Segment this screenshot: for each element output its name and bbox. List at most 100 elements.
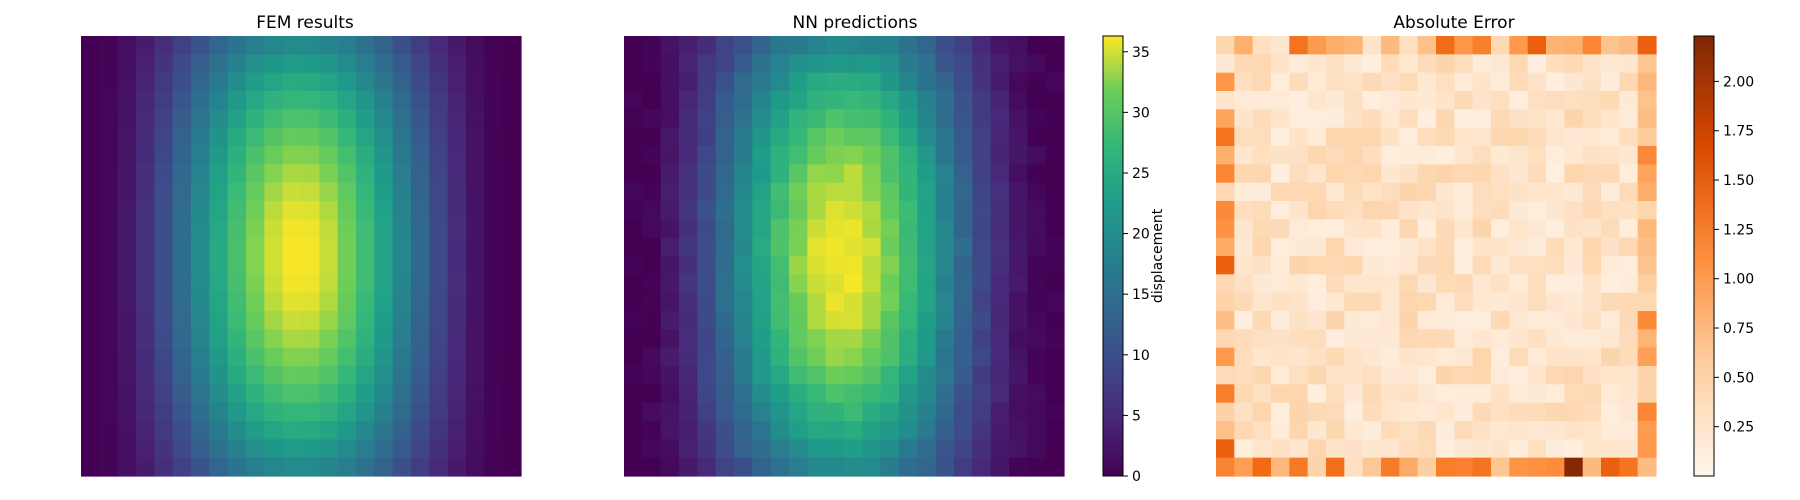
heatmap-cell: [447, 347, 467, 367]
heatmap-cell: [191, 384, 210, 404]
heatmap-cell: [1027, 274, 1047, 294]
heatmap-cell: [807, 219, 827, 239]
heatmap-cell: [844, 201, 863, 220]
heatmap-cell: [770, 72, 790, 92]
heatmap-cell: [770, 347, 790, 367]
heatmap-cell: [660, 347, 680, 367]
heatmap-cell: [282, 439, 302, 459]
heatmap-cell: [954, 219, 973, 239]
heatmap-cell: [789, 72, 808, 92]
heatmap-cell: [624, 366, 643, 385]
heatmap-cell: [447, 127, 467, 147]
heatmap-cell: [624, 127, 643, 147]
heatmap-cell: [990, 72, 1010, 92]
heatmap-cell: [1362, 274, 1382, 294]
heatmap-cell: [154, 329, 174, 349]
heatmap-cell: [990, 146, 1010, 165]
heatmap-cell: [642, 54, 662, 74]
heatmap-cell: [356, 457, 375, 477]
heatmap-cell: [1362, 384, 1382, 404]
heatmap-cell: [1582, 256, 1602, 275]
heatmap-cell: [789, 54, 808, 74]
heatmap-cell: [862, 366, 882, 385]
heatmap-cell: [1399, 384, 1419, 404]
heatmap-cell: [844, 164, 863, 184]
heatmap-cell: [1027, 311, 1047, 330]
heatmap-cell: [1362, 72, 1382, 92]
heatmap-cell: [337, 347, 357, 367]
heatmap-cell: [209, 292, 229, 312]
heatmap-cell: [1509, 402, 1529, 422]
heatmap-cell: [1454, 292, 1474, 312]
heatmap-cell: [411, 329, 430, 349]
heatmap-cell: [246, 384, 265, 404]
heatmap-cell: [1527, 182, 1547, 202]
heatmap-cell: [466, 384, 485, 404]
heatmap-cell: [1417, 182, 1437, 202]
heatmap-cell: [1271, 384, 1290, 404]
heatmap-cell: [734, 439, 753, 459]
heatmap-cell: [990, 237, 1010, 257]
heatmap-cell: [1289, 146, 1309, 165]
heatmap-cell: [954, 439, 973, 459]
heatmap-cell: [752, 439, 772, 459]
heatmap-cell: [624, 91, 643, 110]
heatmap-cell: [990, 366, 1010, 385]
heatmap-cell: [209, 164, 229, 184]
heatmap-cell: [282, 311, 302, 330]
heatmap-cell: [972, 201, 992, 220]
heatmap-cell: [789, 182, 808, 202]
heatmap-cell: [447, 146, 467, 165]
heatmap-cell: [917, 256, 937, 275]
heatmap-cell: [1234, 237, 1254, 257]
heatmap-cell: [99, 237, 119, 257]
heatmap-cell: [954, 164, 973, 184]
heatmap-cell: [1637, 256, 1657, 275]
heatmap-cell: [1637, 329, 1657, 349]
heatmap-cell: [1045, 366, 1065, 385]
heatmap-cell: [1289, 182, 1309, 202]
heatmap-cell: [337, 72, 357, 92]
heatmap-cell: [825, 402, 845, 422]
heatmap-cell: [1436, 219, 1455, 239]
heatmap-cell: [1417, 201, 1437, 220]
heatmap-cell: [825, 182, 845, 202]
heatmap-cell: [81, 366, 100, 385]
heatmap-cell: [1362, 457, 1382, 477]
heatmap-cell: [466, 329, 485, 349]
heatmap-cell: [697, 256, 717, 275]
heatmap-cell: [1381, 237, 1400, 257]
heatmap-cell: [282, 347, 302, 367]
heatmap-cell: [697, 311, 717, 330]
heatmap-cell: [264, 439, 284, 459]
heatmap-cell: [1216, 384, 1235, 404]
heatmap-cell: [209, 201, 229, 220]
heatmap-cell: [282, 146, 302, 165]
heatmap-cell: [1362, 366, 1382, 385]
heatmap-cell: [1436, 72, 1455, 92]
heatmap-cell: [502, 182, 522, 202]
heatmap-cell: [1582, 366, 1602, 385]
heatmap-cell: [954, 109, 973, 129]
heatmap-cell: [679, 201, 698, 220]
heatmap-cell: [1619, 256, 1639, 275]
heatmap-cell: [1472, 329, 1492, 349]
heatmap-cell: [1546, 292, 1565, 312]
heatmap-cell: [136, 402, 155, 422]
heatmap-cell: [392, 384, 412, 404]
heatmap-cell: [1454, 182, 1474, 202]
heatmap-cell: [1527, 109, 1547, 129]
heatmap-cell: [337, 457, 357, 477]
heatmap-cell: [1491, 421, 1510, 440]
heatmap-cell: [447, 237, 467, 257]
heatmap-cell: [356, 421, 375, 440]
heatmap-cell: [1009, 292, 1028, 312]
heatmap-cell: [1417, 421, 1437, 440]
heatmap-cell: [844, 256, 863, 275]
heatmap-cell: [1326, 54, 1345, 74]
heatmap-cell: [844, 219, 863, 239]
heatmap-cell: [935, 91, 955, 110]
heatmap-cell: [1399, 91, 1419, 110]
heatmap-cell: [1009, 182, 1028, 202]
heatmap-cell: [319, 91, 339, 110]
